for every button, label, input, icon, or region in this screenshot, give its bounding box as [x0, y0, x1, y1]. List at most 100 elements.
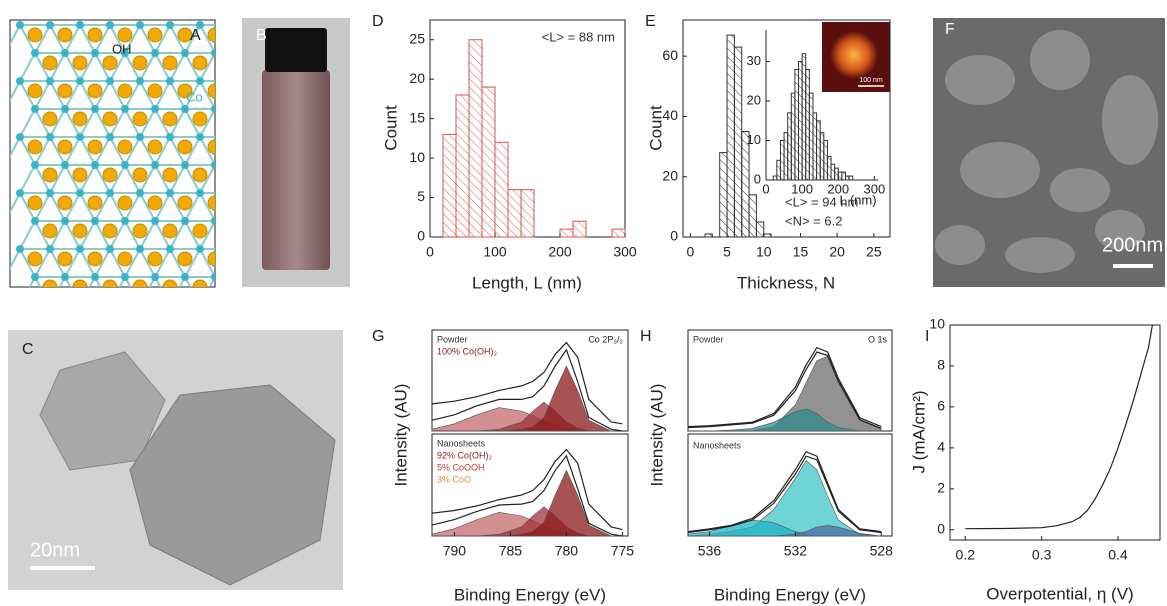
- oh-atom: [177, 83, 193, 99]
- oh-atom: [132, 167, 148, 183]
- plot-frame: [682, 19, 891, 238]
- bar: [611, 228, 626, 238]
- bond: [154, 248, 171, 278]
- panel-label: G: [372, 328, 384, 345]
- co-atom: [31, 273, 39, 281]
- x-tick-label: 200: [827, 181, 849, 196]
- bond: [64, 108, 81, 138]
- co-atom: [226, 77, 234, 85]
- oh-atom: [207, 83, 215, 99]
- y-tick-label: 4: [937, 439, 945, 455]
- co-atom: [121, 49, 129, 57]
- bond: [184, 136, 201, 166]
- bar: [808, 92, 814, 181]
- bond: [199, 192, 215, 222]
- bond: [79, 52, 96, 82]
- co-atom: [226, 133, 234, 141]
- co-atom: [181, 161, 189, 169]
- bond: [109, 24, 126, 54]
- bar: [844, 175, 850, 181]
- peak-area: [432, 469, 623, 537]
- oh-atom: [102, 55, 118, 71]
- x-tick-label: 528: [870, 543, 894, 559]
- bond: [154, 24, 171, 54]
- bond: [199, 220, 215, 250]
- y-tick-label: 10: [409, 149, 425, 165]
- oh-atom: [192, 167, 208, 183]
- bond: [169, 52, 186, 82]
- oh-atom: [162, 279, 178, 287]
- x-tick-label: 300: [864, 181, 886, 196]
- bond: [109, 164, 126, 194]
- bond: [49, 24, 66, 54]
- bar: [798, 61, 803, 181]
- bond: [34, 220, 51, 250]
- bond: [79, 136, 96, 166]
- co-atom: [106, 77, 114, 85]
- bond: [124, 164, 141, 194]
- x-axis-label: L (nm): [839, 192, 876, 207]
- co-atom: [166, 189, 174, 197]
- x-tick-label: 15: [793, 244, 809, 260]
- y-tick-label: 15: [409, 109, 425, 125]
- bar: [794, 68, 800, 181]
- co-atom: [166, 133, 174, 141]
- co-atom: [46, 245, 54, 253]
- co-atom: [196, 77, 204, 85]
- x-tick-label: 200: [548, 244, 572, 260]
- oh-atom: [102, 111, 118, 127]
- co-atom: [196, 133, 204, 141]
- bond: [94, 248, 111, 278]
- co-atom: [91, 161, 99, 169]
- bar: [772, 175, 778, 181]
- bond: [154, 136, 171, 166]
- oh-atom: [57, 195, 73, 211]
- oh-atom: [27, 195, 43, 211]
- oh-atom: [132, 55, 148, 71]
- co-atom: [46, 77, 54, 85]
- bond: [94, 164, 111, 194]
- bond: [19, 52, 36, 82]
- co-atom: [76, 77, 84, 85]
- oh-atom: [117, 139, 133, 155]
- bond: [124, 220, 141, 250]
- bond: [184, 248, 201, 278]
- curve: [431, 454, 623, 537]
- bar: [823, 140, 828, 181]
- x-tick-label: 775: [611, 543, 635, 559]
- x-axis-label: Binding Energy (eV): [454, 585, 606, 604]
- bond: [154, 220, 171, 250]
- oh-atom: [192, 111, 208, 127]
- oh-atom: [42, 111, 58, 127]
- co-atom: [76, 133, 84, 141]
- oh-atom: [117, 195, 133, 211]
- x-tick-label: 5: [723, 244, 731, 260]
- bond: [184, 164, 201, 194]
- x-axis-label: Length, L (nm): [472, 273, 582, 292]
- bond: [214, 165, 215, 168]
- bond: [139, 136, 156, 166]
- bond: [124, 192, 141, 222]
- oh-atom: [102, 167, 118, 183]
- x-tick-label: 100: [791, 181, 813, 196]
- bar: [776, 159, 781, 181]
- oh-atom: [207, 195, 215, 211]
- bond: [94, 220, 111, 250]
- bar: [837, 171, 843, 181]
- oh-atom: [42, 167, 58, 183]
- bond: [64, 164, 81, 194]
- bond: [49, 220, 66, 250]
- bond: [10, 24, 21, 46]
- oh-atom: [207, 139, 215, 155]
- bar: [704, 233, 713, 238]
- co-atom: [211, 161, 215, 169]
- oh-atom: [102, 279, 118, 287]
- oh-atom: [27, 139, 43, 155]
- y-tick-label: 2: [937, 480, 945, 496]
- bar: [520, 189, 535, 238]
- bond: [94, 80, 111, 110]
- curve: [687, 351, 882, 429]
- bond: [109, 192, 126, 222]
- y-tick-label: 25: [409, 30, 425, 46]
- bond: [199, 52, 215, 82]
